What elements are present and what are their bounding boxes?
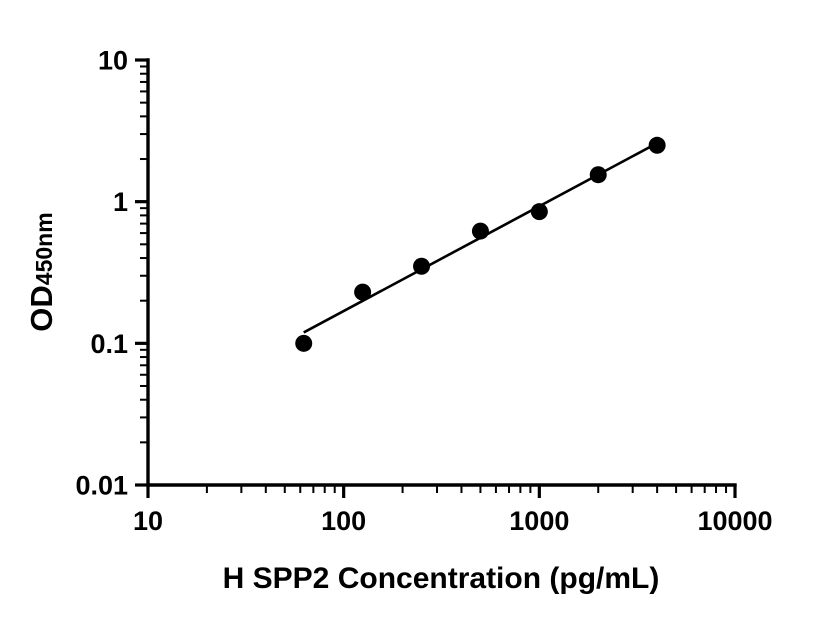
data-point: [530, 203, 548, 221]
data-point: [589, 166, 607, 184]
y-tick-label: 0.1: [90, 329, 128, 359]
plot-area: 10 100 1000 10000 10 1 0.1 0.01: [75, 46, 772, 537]
data-point: [295, 334, 313, 352]
x-tick-label: 1000: [509, 506, 569, 536]
y-axis-title-sub: 450nm: [31, 212, 57, 285]
y-axis-title: OD450nm: [24, 212, 59, 331]
data-point: [413, 257, 431, 275]
data-point: [471, 222, 489, 240]
y-tick-label: 10: [98, 46, 128, 76]
x-axis-title: H SPP2 Concentration (pg/mL): [223, 562, 660, 595]
x-tick-label: 100: [321, 506, 366, 536]
x-tick-label: 10000: [697, 506, 772, 536]
y-axis-title-main: OD: [24, 285, 59, 332]
data-point: [648, 136, 666, 154]
y-tick-label: 1: [113, 187, 128, 217]
x-tick-label: 10: [133, 506, 163, 536]
data-point: [354, 283, 372, 301]
y-tick-label: 0.01: [75, 471, 128, 501]
y-axis-title-group: OD450nm: [24, 212, 59, 331]
